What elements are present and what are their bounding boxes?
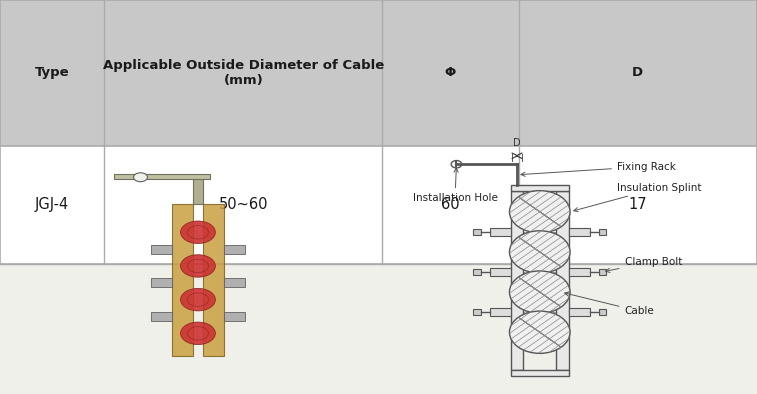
Circle shape	[509, 271, 570, 313]
Bar	[599, 269, 606, 275]
Circle shape	[133, 173, 148, 182]
Bar	[599, 309, 606, 315]
Circle shape	[509, 311, 570, 353]
Bar	[224, 278, 245, 287]
Bar	[490, 308, 511, 316]
Text: Type: Type	[35, 67, 70, 79]
Bar	[569, 228, 590, 236]
Bar	[473, 309, 481, 315]
Text: Fixing Rack: Fixing Rack	[521, 162, 676, 177]
Bar	[193, 176, 203, 204]
Bar	[224, 312, 245, 321]
Bar	[0, 264, 757, 394]
Bar	[490, 268, 511, 276]
Bar	[224, 245, 245, 254]
Circle shape	[180, 288, 216, 311]
Bar	[569, 268, 590, 276]
Text: 60: 60	[441, 197, 459, 212]
Bar	[114, 174, 210, 180]
Text: Applicable Outside Diameter of Cable
(mm): Applicable Outside Diameter of Cable (mm…	[103, 59, 384, 87]
Bar	[569, 308, 590, 316]
Circle shape	[509, 191, 570, 233]
Bar	[151, 312, 172, 321]
Bar	[556, 191, 569, 370]
Text: Cable: Cable	[565, 292, 654, 316]
Bar	[172, 204, 193, 356]
Bar	[151, 245, 172, 254]
Bar	[490, 228, 511, 236]
Bar	[511, 185, 569, 191]
Bar	[511, 370, 569, 375]
Circle shape	[180, 322, 216, 344]
Bar	[511, 191, 523, 370]
Bar	[0, 146, 757, 264]
Bar	[599, 229, 606, 235]
Circle shape	[509, 231, 570, 273]
Bar	[473, 229, 481, 235]
Text: 50~60: 50~60	[219, 197, 268, 212]
Text: JGJ-4: JGJ-4	[35, 197, 70, 212]
Text: Φ: Φ	[445, 67, 456, 79]
Text: Installation Hole: Installation Hole	[413, 168, 497, 203]
Circle shape	[180, 255, 216, 277]
Bar	[151, 278, 172, 287]
Bar	[203, 204, 224, 356]
Text: Insulation Splint: Insulation Splint	[574, 183, 702, 212]
Circle shape	[180, 221, 216, 243]
Text: 17: 17	[628, 197, 647, 212]
Bar	[473, 269, 481, 275]
Bar	[0, 0, 757, 264]
Text: D: D	[513, 138, 521, 149]
Text: Clamp Bolt: Clamp Bolt	[606, 256, 682, 273]
Text: D: D	[632, 67, 643, 79]
Bar	[0, 0, 757, 146]
